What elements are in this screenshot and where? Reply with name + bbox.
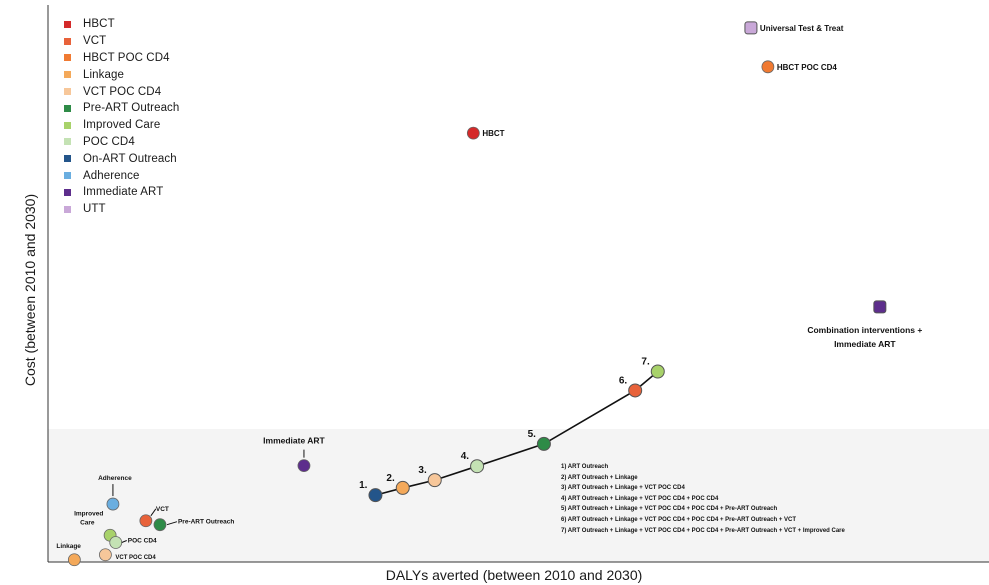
legend-label: HBCT POC CD4 <box>83 51 170 64</box>
point-universal-test-treat <box>744 21 758 35</box>
frontier-note: 5) ART Outreach + Linkage + VCT POC CD4 … <box>561 506 778 513</box>
legend-label: Pre-ART Outreach <box>83 102 180 115</box>
legend-item-linkage: Linkage <box>64 66 179 83</box>
legend-swatch <box>64 54 71 62</box>
frontier-point-6 <box>628 383 643 398</box>
legend-swatch <box>64 88 71 96</box>
legend-label: VCT POC CD4 <box>83 85 162 98</box>
frontier-point-3 <box>427 473 442 488</box>
legend-swatch <box>64 71 71 79</box>
legend-label: POC CD4 <box>83 135 135 148</box>
label-pre-art-outreach: Pre-ART Outreach <box>178 519 234 526</box>
frontier-note: 6) ART Outreach + Linkage + VCT POC CD4 … <box>561 516 797 523</box>
legend-label: On-ART Outreach <box>83 152 177 165</box>
label-hbct: HBCT <box>482 129 504 138</box>
label-improved-care: Improved Care <box>74 510 103 526</box>
point-vct-poc-cd4 <box>99 548 112 562</box>
legend-swatch <box>64 172 71 180</box>
label-linkage: Linkage <box>56 543 81 550</box>
legend-swatch <box>64 138 71 146</box>
frontier-point-4 <box>470 459 485 474</box>
legend-item-utt: UTT <box>64 201 179 218</box>
label-adherence: Adherence <box>98 475 132 482</box>
frontier-point-1 <box>368 488 383 503</box>
frontier-point-5 <box>536 436 551 451</box>
legend-label: UTT <box>83 203 106 216</box>
legend-label: HBCT <box>83 18 115 31</box>
legend-label: Immediate ART <box>83 186 164 199</box>
pointer-vct <box>150 508 157 517</box>
pointer-poc-cd4 <box>121 540 127 543</box>
y-axis-label: Cost (between 2010 and 2030) <box>22 193 38 387</box>
point-adherence <box>106 497 120 511</box>
legend-item-hbct-poc-cd4: HBCT POC CD4 <box>64 50 179 67</box>
legend-item-vct-poc-cd4: VCT POC CD4 <box>64 83 179 100</box>
frontier-label-3: 3. <box>418 465 427 476</box>
label-vct-poc-cd4: VCT POC CD4 <box>115 555 156 561</box>
legend-swatch <box>64 37 71 45</box>
frontier-label-5: 5. <box>528 429 537 440</box>
legend-item-pre-art-outreach: Pre-ART Outreach <box>64 100 179 117</box>
legend-item-hbct: HBCT <box>64 16 179 33</box>
frontier-note: 7) ART Outreach + Linkage + VCT POC CD4 … <box>561 527 845 534</box>
legend-swatch <box>64 155 71 163</box>
legend-swatch <box>64 121 71 129</box>
frontier-label-1: 1. <box>359 480 368 491</box>
frontier-notes: 1) ART Outreach 2) ART Outreach + Linkage… <box>561 464 845 538</box>
legend-item-adherence: Adherence <box>64 167 179 184</box>
legend-swatch <box>64 188 71 196</box>
legend-item-on-art-outreach: On-ART Outreach <box>64 150 179 167</box>
pointer-pre-art-outreach <box>166 521 178 526</box>
x-axis-label: DALYs averted (between 2010 and 2030) <box>385 567 643 583</box>
legend: HBCT VCT HBCT POC CD4 Linkage VCT POC CD4 Pre… <box>64 16 179 218</box>
frontier-note: 3) ART Outreach + Linkage + VCT POC CD4 <box>561 485 685 492</box>
label-hbct-poc-cd4: HBCT POC CD4 <box>777 63 838 72</box>
legend-label: Linkage <box>83 68 124 81</box>
frontier-point-7 <box>650 364 665 379</box>
point-vct <box>139 514 153 528</box>
frontier-point-2 <box>395 480 410 495</box>
legend-item-vct: VCT <box>64 33 179 50</box>
label-vct: VCT <box>156 506 169 513</box>
point-poc-cd4 <box>109 536 123 549</box>
point-hbct <box>466 126 480 140</box>
legend-item-immediate-art: Immediate ART <box>64 184 179 201</box>
point-hbct-poc-cd4 <box>761 60 775 74</box>
lower-region-shading <box>48 429 989 562</box>
frontier-note: 1) ART Outreach <box>561 464 609 470</box>
frontier-label-7: 7. <box>641 357 650 368</box>
label-poc-cd4: POC CD4 <box>128 538 157 545</box>
legend-swatch <box>64 104 71 112</box>
legend-label: Adherence <box>83 169 140 182</box>
label-universal-test-treat: Universal Test & Treat <box>760 24 844 33</box>
legend-item-improved-care: Improved Care <box>64 117 179 134</box>
frontier-note: 2) ART Outreach + Linkage <box>561 474 638 481</box>
legend-label: Improved Care <box>83 119 161 132</box>
point-linkage <box>67 553 81 567</box>
frontier-note: 4) ART Outreach + Linkage + VCT POC CD4 … <box>561 495 719 502</box>
legend-swatch <box>64 20 71 28</box>
point-immediate-art <box>297 459 311 473</box>
label-immediate-art: Immediate ART <box>263 436 325 446</box>
frontier-label-2: 2. <box>386 473 395 484</box>
legend-swatch <box>64 205 71 213</box>
frontier-label-4: 4. <box>461 451 470 462</box>
label-combination-interventions-immediate-art: Combination interventions + Immediate ART <box>807 325 922 349</box>
frontier-label-6: 6. <box>619 375 628 386</box>
legend-label: VCT <box>83 35 107 48</box>
point-combination-interventions-immediate-art <box>873 300 887 314</box>
point-pre-art-outreach <box>153 518 167 532</box>
legend-item-poc-cd4: POC CD4 <box>64 134 179 151</box>
